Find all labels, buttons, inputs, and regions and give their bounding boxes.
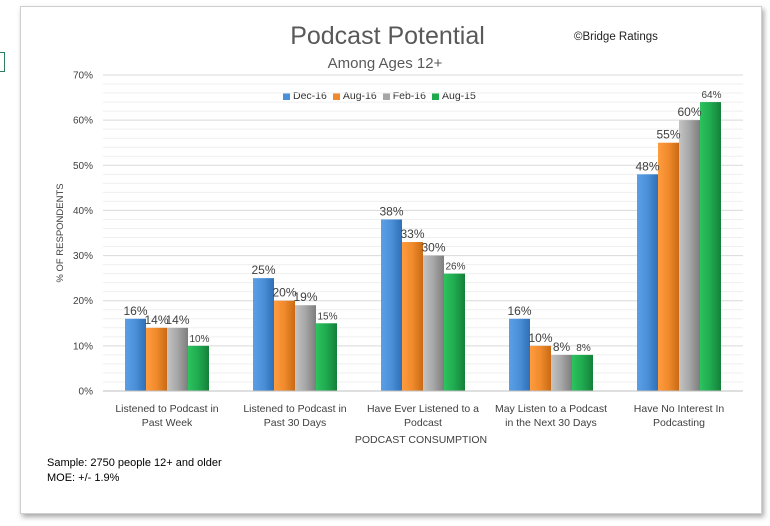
x-tick-label: May Listen to a Podcast: [495, 403, 607, 415]
legend-swatch: [382, 92, 390, 100]
y-tick-label: 40%: [73, 206, 93, 217]
x-tick-label: Listened to Podcast in: [243, 403, 346, 415]
bar-aug-15: [188, 345, 209, 391]
x-tick-label: Podcasting: [653, 417, 705, 429]
y-tick-label: 0%: [79, 387, 94, 398]
data-label: 20%: [272, 286, 296, 300]
side-marker: [0, 52, 5, 72]
data-label: 30%: [421, 241, 445, 255]
x-tick-label: in the Next 30 Days: [505, 417, 597, 429]
bar-aug-16: [530, 345, 551, 391]
y-tick-label: 50%: [73, 161, 93, 172]
data-label: 8%: [553, 340, 571, 354]
data-label: 25%: [251, 263, 275, 277]
bar-aug-16: [274, 300, 295, 391]
data-label: 38%: [379, 204, 403, 218]
bar-aug-16: [658, 142, 679, 391]
legend-swatch: [432, 92, 439, 100]
y-tick-label: 30%: [73, 251, 93, 262]
legend-swatch: [332, 92, 340, 100]
bar-aug-16: [402, 242, 423, 391]
data-label: 55%: [656, 128, 680, 142]
chart-subtitle: Among Ages 12+: [327, 55, 443, 72]
bar-aug-15: [700, 102, 721, 391]
moe-note: MOE: +/- 1.9%: [47, 472, 120, 484]
y-tick-label: 10%: [73, 341, 93, 352]
y-axis-title: % OF RESPONDENTS: [55, 183, 66, 282]
x-axis-title: PODCAST CONSUMPTION: [355, 434, 487, 446]
data-label: 60%: [677, 105, 701, 119]
bar-aug-15: [572, 354, 593, 391]
footnotes: Sample: 2750 people 12+ and older MOE: +…: [47, 456, 222, 486]
data-label: 15%: [317, 311, 337, 322]
data-label: 26%: [445, 262, 465, 273]
data-label: 64%: [701, 90, 721, 101]
data-label: 8%: [576, 343, 591, 354]
data-label: 10%: [189, 334, 209, 345]
bar-dec-16: [125, 318, 146, 391]
y-tick-label: 60%: [73, 116, 93, 127]
bar-feb-16: [423, 255, 444, 391]
bar-feb-16: [679, 120, 700, 392]
y-tick-label: 70%: [73, 71, 93, 82]
bar-dec-16: [381, 219, 402, 391]
x-tick-label: Past Week: [142, 417, 193, 429]
source-credit: ©Bridge Ratings: [574, 31, 658, 43]
bar-aug-15: [316, 323, 337, 391]
x-tick-label: Have No Interest In: [634, 403, 725, 415]
data-label: 14%: [144, 313, 168, 327]
data-label: 14%: [165, 313, 189, 327]
chart-title: Podcast Potential: [290, 22, 485, 50]
sample-note: Sample: 2750 people 12+ and older: [47, 457, 222, 469]
legend-swatch: [283, 92, 290, 100]
bar-dec-16: [253, 278, 274, 391]
x-tick-label: Listened to Podcast in: [115, 403, 218, 415]
x-tick-label: Podcast: [404, 417, 442, 429]
bar-feb-16: [167, 327, 188, 391]
data-label: 48%: [635, 159, 659, 173]
data-label: 33%: [400, 227, 424, 241]
bar-aug-15: [444, 273, 465, 391]
data-label: 16%: [123, 304, 147, 318]
x-tick-label: Past 30 Days: [264, 417, 326, 429]
data-label: 16%: [507, 304, 531, 318]
bar-aug-16: [146, 327, 167, 391]
y-tick-label: 20%: [73, 296, 93, 307]
bar-feb-16: [295, 305, 316, 391]
x-tick-label: Have Ever Listened to a: [367, 403, 479, 415]
bar-dec-16: [509, 318, 530, 391]
bar-feb-16: [551, 354, 572, 391]
data-label: 10%: [528, 331, 552, 345]
bar-dec-16: [637, 174, 658, 391]
data-label: 19%: [293, 290, 317, 304]
